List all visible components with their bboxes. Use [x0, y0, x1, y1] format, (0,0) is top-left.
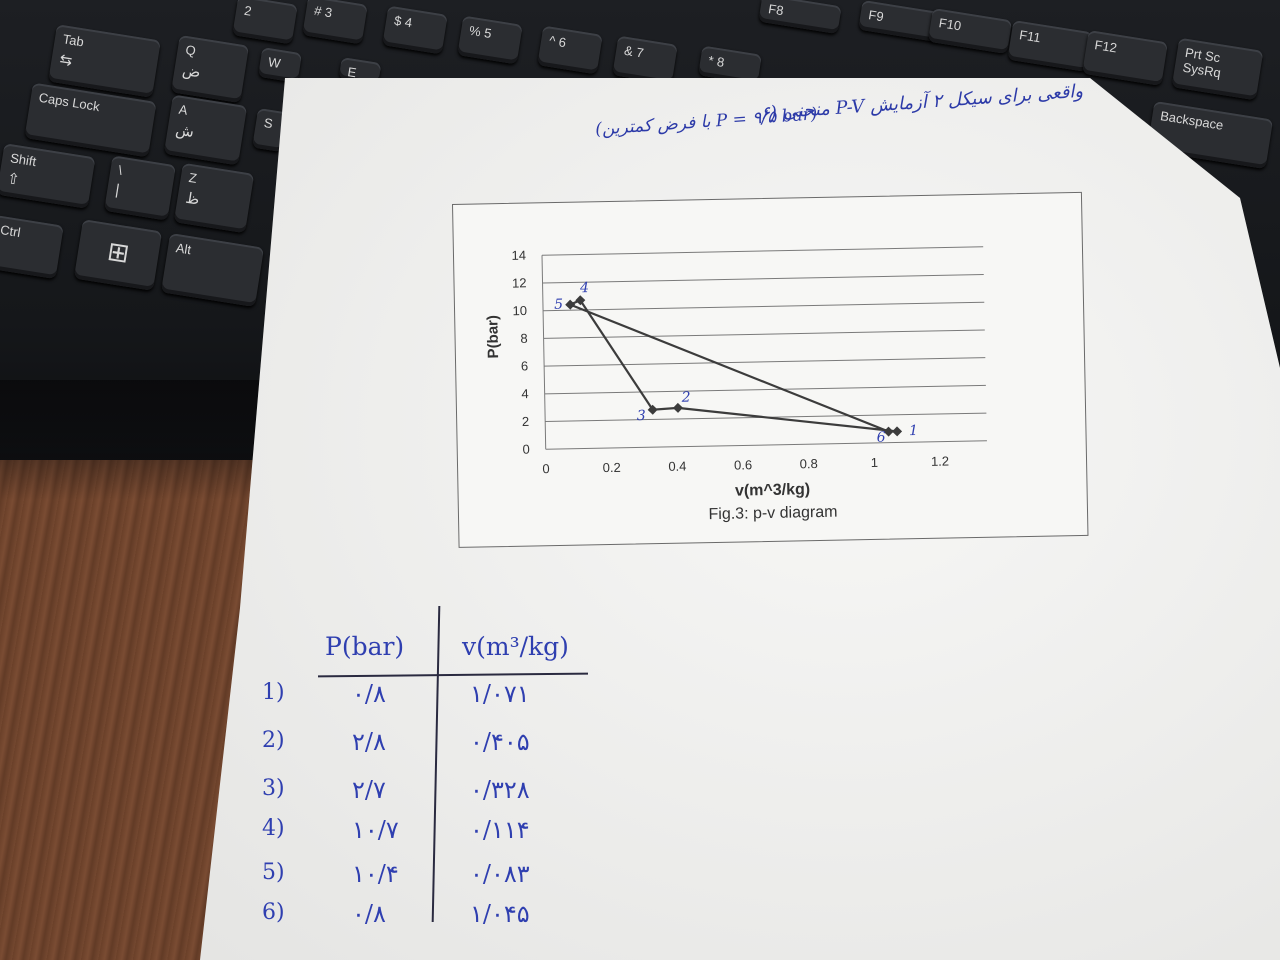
series-line	[567, 298, 898, 433]
y-tick-label: 4	[521, 386, 529, 401]
table-row-index: 4)	[262, 816, 285, 841]
table-cell-pressure: ۲/۷	[352, 776, 386, 804]
table-cell-volume: ۱/۰۴۵	[470, 900, 530, 928]
point-label-3: 3	[637, 408, 646, 424]
gridline-y-12	[542, 274, 984, 284]
y-tick-label: 6	[521, 358, 529, 373]
gridline-y-0	[545, 440, 987, 450]
gridline-y-4	[544, 384, 986, 395]
table-cell-pressure: ۰/۸	[352, 900, 386, 928]
keyboard-edge	[0, 380, 300, 500]
y-tick-label: 10	[512, 303, 527, 318]
data-point-1	[892, 426, 903, 437]
table-cell-volume: ۰/۴۰۵	[470, 728, 530, 756]
y-tick-label: 8	[520, 331, 528, 346]
key-: \ |	[104, 155, 176, 221]
table-cell-volume: ۰/۱۱۴	[470, 816, 530, 844]
table-cell-volume: ۰/۰۸۳	[470, 860, 530, 888]
key-6: ^ 6	[537, 25, 603, 75]
table-cell-volume: ۰/۳۲۸	[470, 776, 530, 804]
key-3: # 3	[302, 0, 368, 45]
x-tick-label: 1	[871, 455, 879, 470]
gridline-y-8	[543, 329, 985, 339]
y-tick-label: 12	[512, 275, 527, 290]
key-prt-sc-sysrq: Prt Sc SysRq	[1171, 37, 1264, 101]
x-tick-label: 0.4	[668, 459, 686, 474]
key-4: $ 4	[382, 5, 448, 55]
table-row-index: 6)	[262, 900, 285, 925]
key-f11: F11	[1007, 19, 1093, 73]
point-label-4: 4	[579, 280, 589, 296]
key-w: W	[257, 47, 303, 83]
chart-frame: 0 2 4 6 8 10 12 14 0 0.2 0.4 0.6 0.8 1 1.2 1 2 3 4 5 6 P(bar…	[452, 191, 1089, 548]
table-header-pressure: P(bar)	[325, 632, 405, 661]
point-label-6: 6	[877, 430, 886, 446]
x-tick-label: 0.6	[734, 457, 752, 472]
y-tick-label: 14	[511, 248, 526, 263]
y-tick-label: 2	[522, 414, 530, 429]
data-point-2	[672, 402, 683, 413]
data-point-6	[883, 426, 894, 437]
key-f12: F12	[1082, 30, 1168, 86]
key-f10: F10	[927, 7, 1013, 55]
point-label-5: 5	[554, 297, 563, 313]
x-tick-label: 0.2	[603, 460, 621, 475]
data-point-3	[647, 404, 658, 415]
key-7: & 7	[612, 35, 678, 85]
table-row-index: 5)	[262, 860, 285, 885]
table-row-index: 3)	[262, 776, 285, 801]
key-shift: Shift ⇧	[0, 143, 96, 209]
point-label-1: 1	[909, 423, 918, 439]
table-cell-pressure: ۱۰/۷	[352, 816, 399, 844]
x-tick-label: 0.8	[800, 456, 818, 471]
gridline-y-14	[541, 246, 984, 256]
y-axis-line	[541, 255, 547, 450]
data-point-4	[575, 295, 586, 306]
y-axis-label: P(bar)	[484, 314, 503, 359]
table-cell-pressure: ۲/۸	[352, 728, 386, 756]
point-label-2: 2	[681, 390, 691, 406]
windows-logo-icon: ⊞	[73, 219, 163, 291]
y-tick-label: 0	[522, 442, 530, 457]
gridline-y-10	[543, 301, 985, 312]
x-tick-label: 1.2	[931, 454, 949, 469]
table-row-index: 2)	[262, 728, 285, 753]
key-5: % 5	[457, 15, 523, 65]
table-header-volume: v(m³/kg)	[462, 632, 569, 661]
gridline-y-6	[544, 357, 986, 367]
table-cell-pressure: ۱۰/۴	[352, 860, 399, 888]
data-point-5	[565, 299, 576, 310]
key-2: 2	[232, 0, 298, 45]
table-row-index: 1)	[262, 680, 285, 705]
key-ctrl: Ctrl	[0, 214, 64, 280]
key-alt: Alt	[160, 232, 265, 308]
table-cell-pressure: ۰/۸	[352, 680, 386, 708]
x-tick-label: 0	[542, 461, 550, 476]
key-f8: F8	[758, 0, 842, 35]
table-cell-volume: ۱/۰۷۱	[470, 680, 530, 708]
